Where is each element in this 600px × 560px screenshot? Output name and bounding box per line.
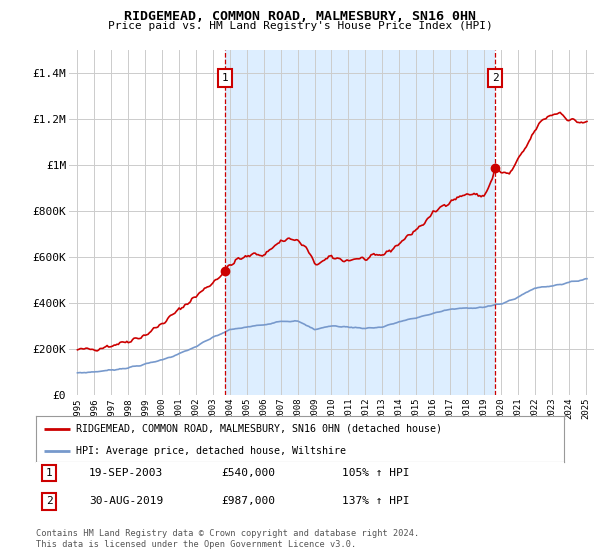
Text: Price paid vs. HM Land Registry's House Price Index (HPI): Price paid vs. HM Land Registry's House … [107, 21, 493, 31]
Text: £987,000: £987,000 [221, 496, 275, 506]
Text: 19-SEP-2003: 19-SEP-2003 [89, 468, 163, 478]
Text: Contains HM Land Registry data © Crown copyright and database right 2024.
This d: Contains HM Land Registry data © Crown c… [36, 529, 419, 549]
Text: 137% ↑ HPI: 137% ↑ HPI [342, 496, 410, 506]
Text: 1: 1 [222, 73, 229, 83]
Text: 105% ↑ HPI: 105% ↑ HPI [342, 468, 410, 478]
Text: £540,000: £540,000 [221, 468, 275, 478]
Bar [225, 50, 495, 395]
Text: 2: 2 [492, 73, 499, 83]
Text: 1: 1 [46, 468, 53, 478]
Text: RIDGEMEAD, COMMON ROAD, MALMESBURY, SN16 0HN (detached house): RIDGEMEAD, COMMON ROAD, MALMESBURY, SN16… [76, 423, 442, 433]
Text: HPI: Average price, detached house, Wiltshire: HPI: Average price, detached house, Wilt… [76, 446, 346, 456]
Text: RIDGEMEAD, COMMON ROAD, MALMESBURY, SN16 0HN: RIDGEMEAD, COMMON ROAD, MALMESBURY, SN16… [124, 10, 476, 22]
Text: 30-AUG-2019: 30-AUG-2019 [89, 496, 163, 506]
Text: 2: 2 [46, 496, 53, 506]
